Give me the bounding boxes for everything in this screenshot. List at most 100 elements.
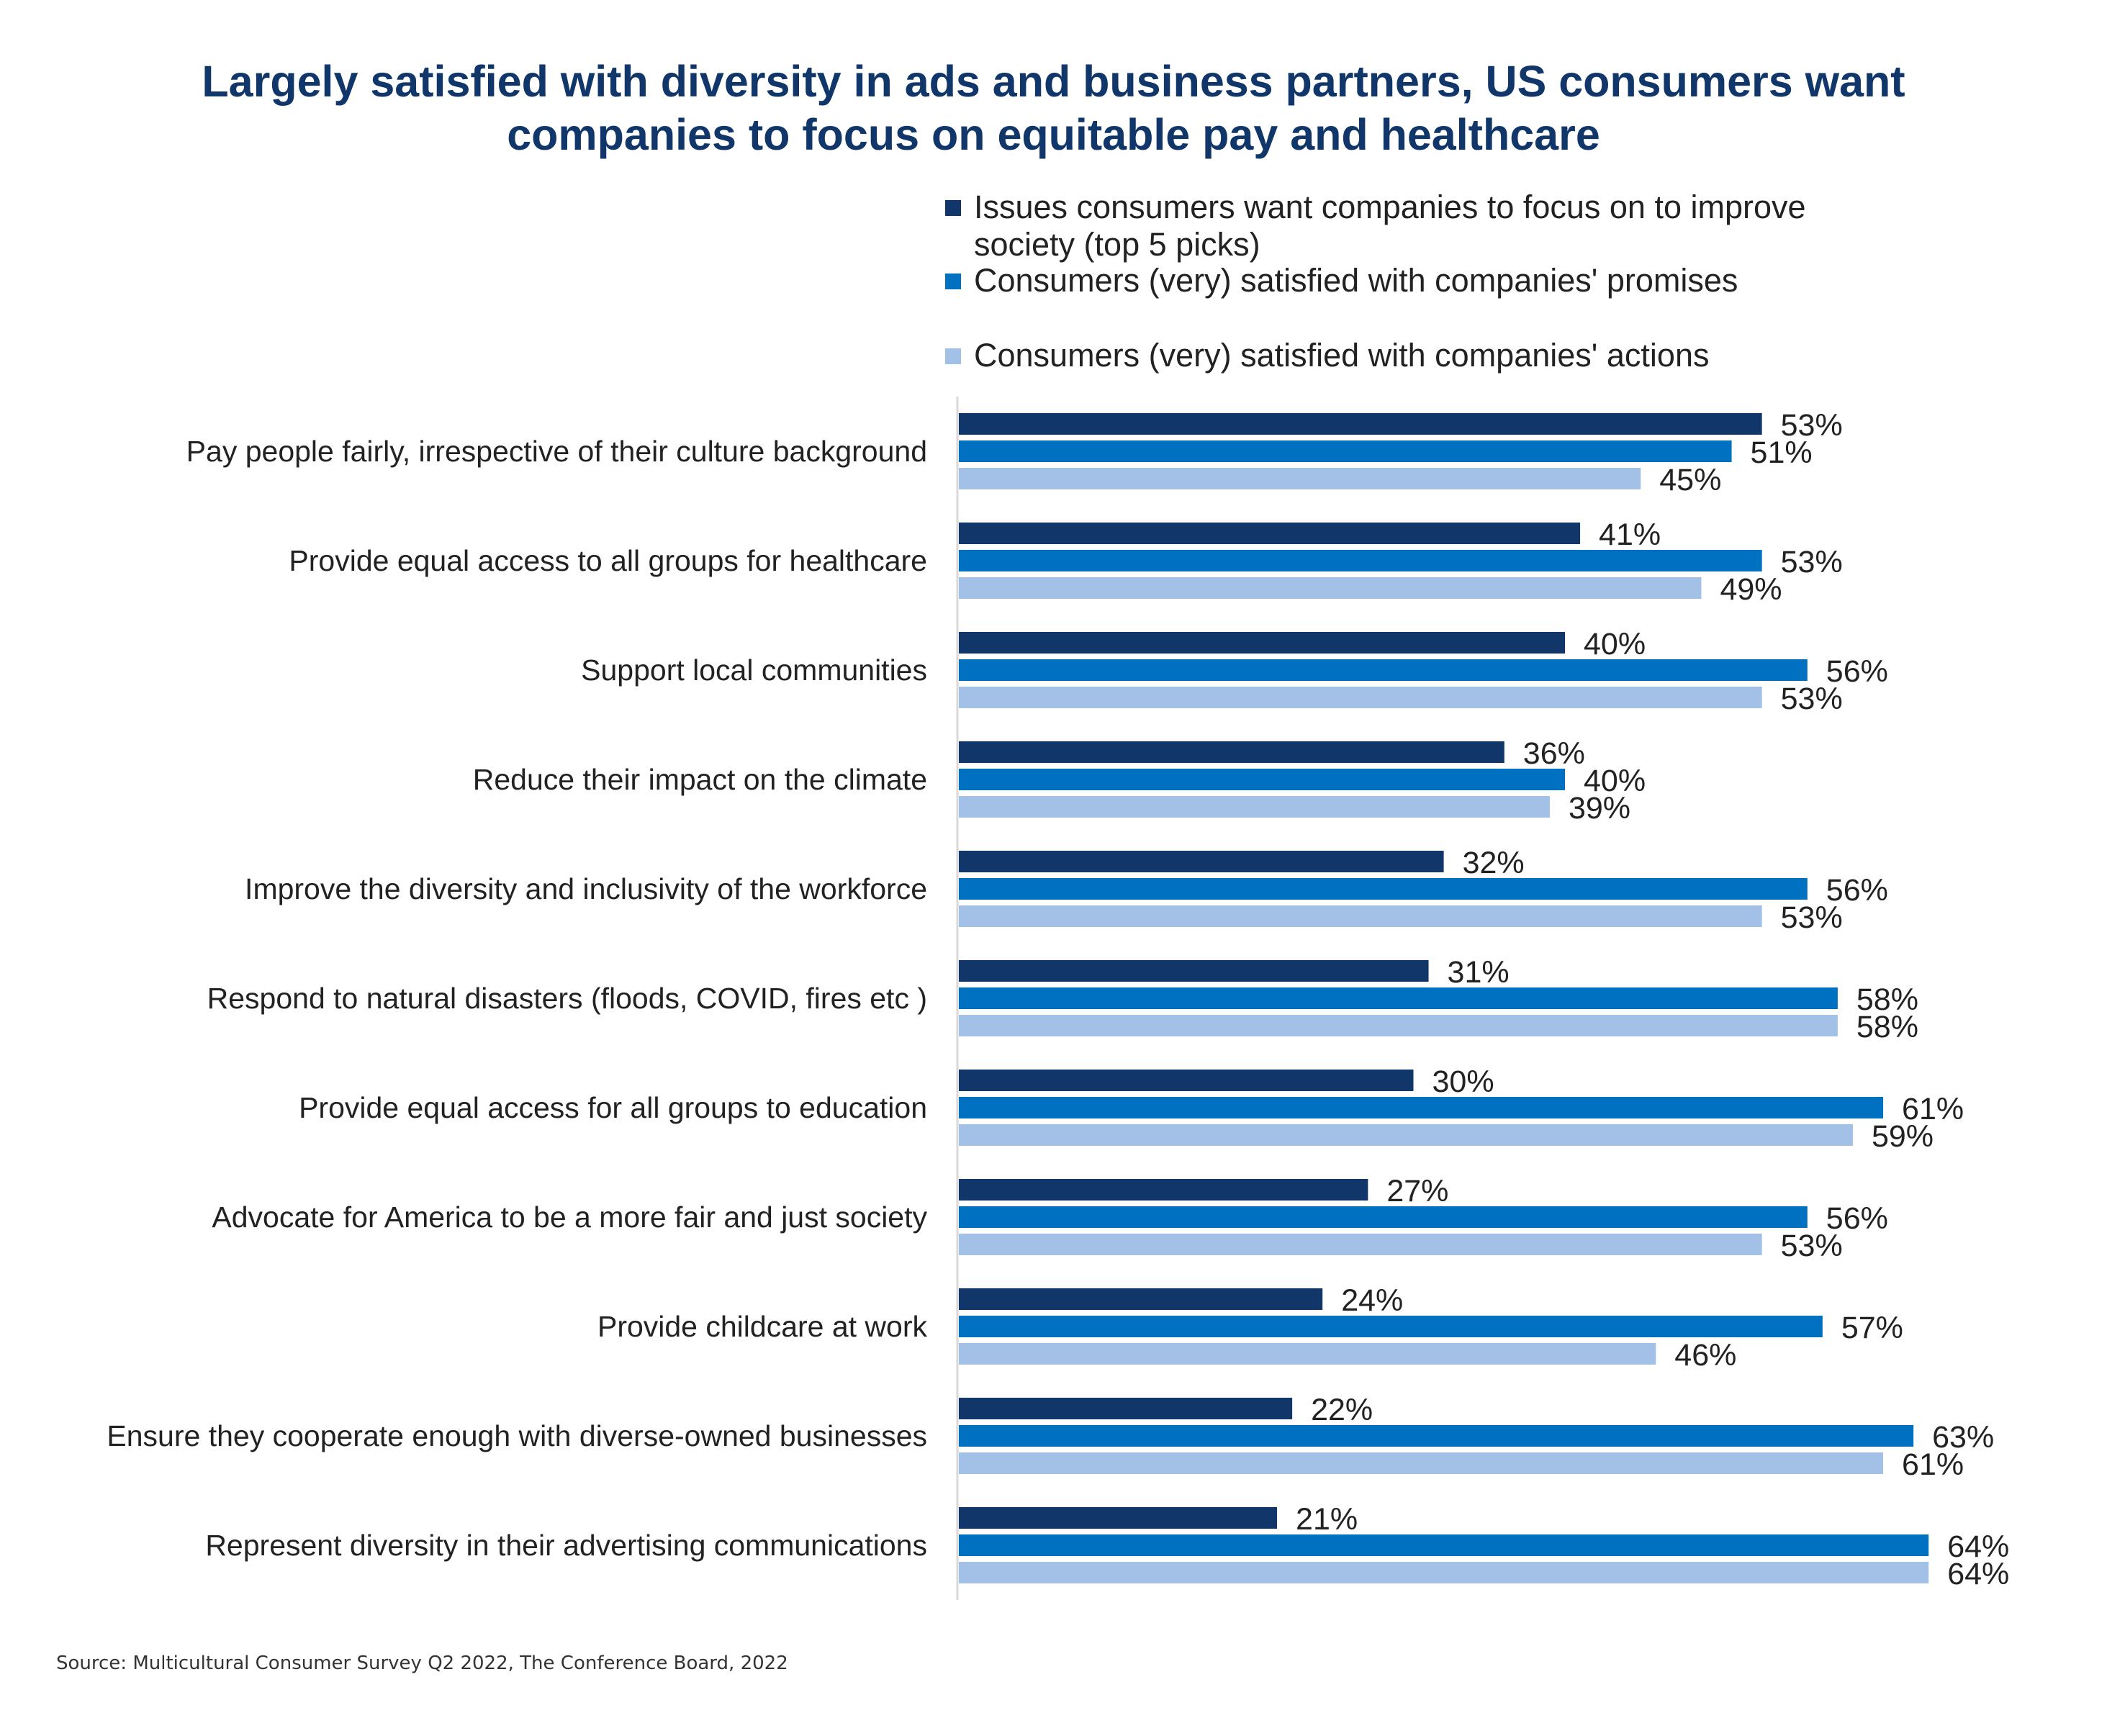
- category-label: Provide equal access to all groups for h…: [289, 544, 927, 577]
- bar: [959, 987, 1838, 1009]
- bar-group: Pay people fairly, irrespective of their…: [186, 408, 1843, 497]
- legend-label-actions: Consumers (very) satisfied with companie…: [974, 337, 1710, 374]
- bar: [959, 687, 1762, 708]
- data-label: 40%: [1584, 627, 1646, 661]
- bar-group: Ensure they cooperate enough with divers…: [107, 1393, 1994, 1482]
- data-label: 46%: [1674, 1338, 1736, 1373]
- data-label: 41%: [1599, 517, 1661, 552]
- bar-group: Provide childcare at work 24% 57% 46%: [597, 1283, 1903, 1373]
- bar: [959, 632, 1565, 654]
- bar: [959, 1452, 1884, 1474]
- bar: [959, 550, 1762, 571]
- bar: [959, 413, 1762, 435]
- data-label: 57%: [1841, 1311, 1903, 1345]
- source-note: Source: Multicultural Consumer Survey Q2…: [56, 1653, 788, 1674]
- data-label: 61%: [1902, 1092, 1964, 1126]
- bar: [959, 1398, 1293, 1419]
- legend-label-promises: Consumers (very) satisfied with companie…: [974, 262, 1738, 299]
- data-label: 24%: [1341, 1283, 1403, 1318]
- category-label: Pay people fairly, irrespective of their…: [186, 435, 927, 468]
- legend-item-promises: Consumers (very) satisfied with companie…: [945, 262, 1910, 299]
- bar: [959, 468, 1641, 489]
- legend-swatch-focus-issues: [945, 200, 961, 216]
- category-label: Reduce their impact on the climate: [473, 763, 927, 796]
- bar: [959, 1124, 1853, 1146]
- bar: [959, 1206, 1808, 1228]
- bar: [959, 1288, 1323, 1310]
- data-label: 56%: [1826, 1201, 1888, 1236]
- data-label: 49%: [1720, 572, 1782, 607]
- chart-title: Largely satisfied with diversity in ads …: [0, 55, 2107, 161]
- category-label: Provide equal access for all groups to e…: [299, 1091, 927, 1124]
- bar: [959, 1179, 1368, 1201]
- data-label: 32%: [1463, 846, 1525, 880]
- bar-group: Advocate for America to be a more fair a…: [212, 1174, 1887, 1263]
- data-label: 27%: [1386, 1174, 1448, 1208]
- data-label: 39%: [1569, 791, 1630, 826]
- bar: [959, 1534, 1929, 1556]
- category-label: Respond to natural disasters (floods, CO…: [207, 982, 927, 1015]
- data-label: 59%: [1872, 1119, 1934, 1154]
- bar: [959, 1425, 1914, 1447]
- bar-group: Provide equal access to all groups for h…: [289, 517, 1842, 607]
- data-label: 36%: [1523, 736, 1585, 771]
- bar: [959, 1562, 1929, 1583]
- category-label: Ensure they cooperate enough with divers…: [107, 1419, 927, 1452]
- bar: [959, 1097, 1884, 1118]
- data-label: 22%: [1311, 1393, 1373, 1427]
- data-label: 53%: [1781, 1229, 1843, 1263]
- data-label: 58%: [1856, 1010, 1918, 1044]
- data-label: 30%: [1433, 1064, 1494, 1099]
- data-label: 64%: [1947, 1557, 2009, 1591]
- bar: [959, 1015, 1838, 1036]
- bar: [959, 577, 1702, 599]
- data-label: 58%: [1856, 982, 1918, 1017]
- bar: [959, 878, 1808, 900]
- bar: [959, 905, 1762, 927]
- data-label: 56%: [1826, 654, 1888, 689]
- bar-group: Provide equal access for all groups to e…: [299, 1064, 1964, 1154]
- bar: [959, 1507, 1278, 1529]
- legend-item-actions: Consumers (very) satisfied with companie…: [945, 337, 1910, 374]
- data-label: 53%: [1781, 900, 1843, 935]
- bar: [959, 659, 1808, 681]
- data-label: 21%: [1296, 1502, 1358, 1537]
- category-label: Provide childcare at work: [597, 1310, 928, 1343]
- category-label: Improve the diversity and inclusivity of…: [245, 872, 927, 905]
- data-label: 53%: [1781, 545, 1843, 579]
- bar-group: Respond to natural disasters (floods, CO…: [207, 955, 1918, 1044]
- bar: [959, 440, 1732, 462]
- bar: [959, 1070, 1414, 1091]
- bar-group: Represent diversity in their advertising…: [205, 1502, 2009, 1591]
- data-label: 51%: [1751, 435, 1813, 470]
- bar: [959, 1316, 1823, 1337]
- bar-group: Improve the diversity and inclusivity of…: [245, 846, 1888, 935]
- category-label: Advocate for America to be a more fair a…: [212, 1201, 927, 1234]
- data-label: 40%: [1584, 764, 1646, 798]
- legend-swatch-promises: [945, 273, 961, 289]
- bar: [959, 1343, 1656, 1365]
- data-label: 31%: [1448, 955, 1510, 990]
- category-label: Support local communities: [581, 654, 927, 687]
- bar: [959, 796, 1550, 818]
- legend-label-focus-issues: Issues consumers want companies to focus…: [974, 189, 1806, 263]
- data-label: 61%: [1902, 1447, 1964, 1482]
- data-label: 53%: [1781, 682, 1843, 716]
- data-label: 56%: [1826, 873, 1888, 908]
- chart-title-line-2: companies to focus on equitable pay and …: [507, 110, 1600, 159]
- bar-group: Reduce their impact on the climate 36%40%…: [473, 736, 1646, 826]
- bar: [959, 741, 1504, 763]
- data-label: 45%: [1659, 463, 1721, 497]
- chart-title-line-1: Largely satisfied with diversity in ads …: [202, 57, 1905, 106]
- data-label: 53%: [1781, 408, 1843, 443]
- data-label: 63%: [1932, 1420, 1994, 1455]
- legend-swatch-actions: [945, 348, 961, 364]
- legend-item-focus-issues: Issues consumers want companies to focus…: [945, 189, 1881, 263]
- bar: [959, 851, 1444, 872]
- bar: [959, 960, 1429, 982]
- bar-group: Support local communities 40% 56%53%: [581, 627, 1888, 716]
- bar: [959, 1234, 1762, 1255]
- data-label: 64%: [1947, 1529, 2009, 1564]
- bar: [959, 769, 1565, 790]
